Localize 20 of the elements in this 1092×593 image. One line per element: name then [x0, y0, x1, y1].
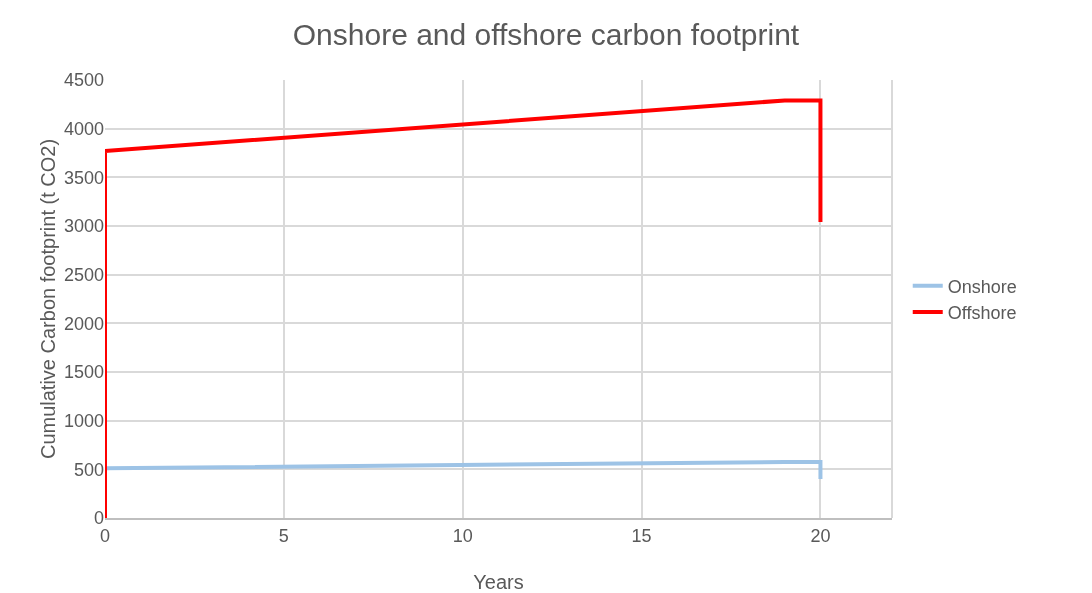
y-axis-title: Cumulative Carbon footprint (t CO2) — [37, 138, 59, 460]
y-tick-label: 4000 — [63, 118, 104, 139]
x-tick-label: 15 — [631, 525, 652, 546]
legend-label: Onshore — [947, 276, 1017, 297]
y-tick-label: 4500 — [63, 70, 104, 91]
line-series — [105, 98, 823, 518]
x-tick-label: 10 — [452, 525, 473, 546]
chart-title: Onshore and offshore carbon footprint — [292, 17, 800, 51]
y-tick-label: 2000 — [63, 313, 104, 334]
y-tick-label: 0 — [93, 508, 104, 529]
y-tick-label: 3500 — [63, 167, 104, 188]
y-tick-label: 3000 — [63, 216, 104, 237]
y-tick-label: 2500 — [63, 264, 104, 285]
x-tick-label: 5 — [278, 525, 289, 546]
y-tick-label: 1500 — [63, 362, 104, 383]
x-tick-label: 20 — [810, 525, 831, 546]
y-tick-label: 500 — [73, 459, 104, 480]
y-tick-label: 1000 — [63, 410, 104, 431]
legend-label: Offshore — [947, 303, 1017, 324]
x-axis-title: Years — [473, 571, 524, 593]
